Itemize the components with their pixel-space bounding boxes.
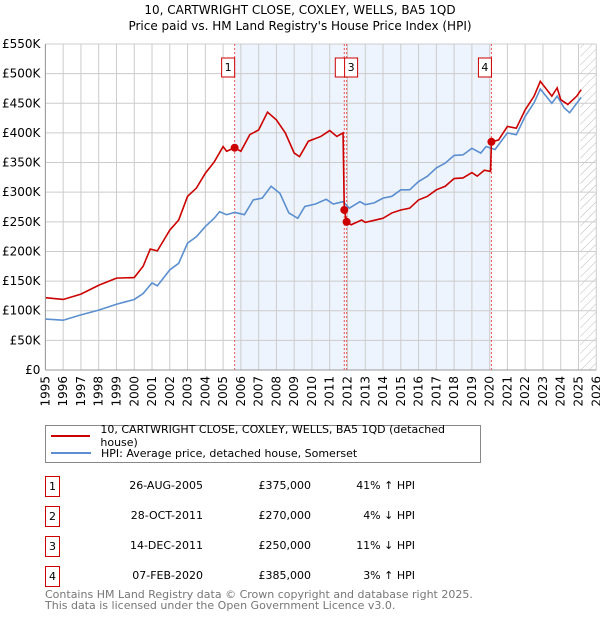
sale-label-number: 4 bbox=[481, 61, 488, 74]
sale-row: 2 28-OCT-2011 £270,000 4% ↓ HPI bbox=[45, 506, 415, 527]
x-tick-label: 1998 bbox=[92, 376, 106, 407]
x-tick-label: 2017 bbox=[429, 376, 443, 407]
forecast-hatch bbox=[580, 44, 597, 370]
sale-row: 3 14-DEC-2011 £250,000 11% ↓ HPI bbox=[45, 536, 415, 557]
legend-item-property: 10, CARTWRIGHT CLOSE, COXLEY, WELLS, BA5… bbox=[51, 423, 480, 449]
sale-period-shading bbox=[234, 44, 492, 370]
x-tick-label: 2016 bbox=[412, 376, 426, 407]
sale-date: 28-OCT-2011 bbox=[130, 509, 203, 522]
x-tick-label: 2011 bbox=[323, 376, 337, 407]
legend-swatch-red bbox=[51, 435, 91, 437]
y-tick-label: £150K bbox=[2, 274, 42, 288]
sale-date: 07-FEB-2020 bbox=[132, 569, 203, 582]
x-tick-label: 2009 bbox=[287, 376, 301, 407]
footer: Contains HM Land Registry data © Crown c… bbox=[45, 589, 473, 611]
y-tick-label: £50K bbox=[10, 333, 42, 347]
sale-label-box bbox=[344, 57, 359, 78]
sale-hpi-diff: 4% ↓ HPI bbox=[363, 509, 415, 522]
sale-number-badge: 2 bbox=[45, 506, 60, 527]
x-tick-label: 1999 bbox=[109, 376, 123, 407]
sale-point bbox=[487, 137, 496, 146]
x-tick-label: 2021 bbox=[500, 376, 514, 407]
x-tick-label: 2024 bbox=[554, 376, 568, 407]
x-tick-label: 2005 bbox=[216, 376, 230, 407]
sale-label-number: 3 bbox=[348, 61, 355, 74]
sale-row: 4 07-FEB-2020 £385,000 3% ↑ HPI bbox=[45, 566, 415, 587]
sale-price: £250,000 bbox=[258, 539, 312, 552]
x-tick-label: 1995 bbox=[38, 376, 52, 407]
sale-label-box bbox=[477, 57, 492, 78]
x-tick-label: 2025 bbox=[572, 376, 586, 407]
y-tick-label: £0 bbox=[25, 363, 40, 377]
x-tick-label: 2003 bbox=[181, 376, 195, 407]
x-tick-label: 2014 bbox=[376, 376, 390, 407]
footer-licence: This data is licensed under the Open Gov… bbox=[45, 599, 396, 612]
legend-label: 10, CARTWRIGHT CLOSE, COXLEY, WELLS, BA5… bbox=[100, 423, 445, 449]
legend-swatch-blue bbox=[51, 452, 91, 454]
chart: 10, CARTWRIGHT CLOSE, COXLEY, WELLS, BA5… bbox=[2, 3, 600, 407]
footer-copyright: Contains HM Land Registry data © Crown c… bbox=[45, 588, 473, 601]
sale-point bbox=[230, 143, 239, 152]
x-tick-label: 1997 bbox=[74, 376, 88, 407]
sale-date: 26-AUG-2005 bbox=[129, 479, 203, 492]
y-tick-label: £100K bbox=[2, 304, 42, 318]
x-tick-label: 2002 bbox=[163, 376, 177, 407]
sale-label-number: 1 bbox=[225, 61, 232, 74]
chart-title: 10, CARTWRIGHT CLOSE, COXLEY, WELLS, BA5… bbox=[144, 3, 455, 17]
x-tick-label: 2001 bbox=[145, 376, 159, 407]
x-tick-label: 2000 bbox=[127, 376, 141, 407]
sale-price: £270,000 bbox=[258, 509, 312, 522]
x-tick-label: 2023 bbox=[536, 376, 550, 407]
x-tick-label: 2008 bbox=[269, 376, 283, 407]
legend-item-hpi: HPI: Average price, detached house, Some… bbox=[51, 445, 357, 461]
x-tick-label: 2026 bbox=[589, 376, 600, 407]
x-tick-label: 2019 bbox=[465, 376, 479, 407]
series-line bbox=[45, 87, 582, 322]
x-tick-label: 2004 bbox=[198, 376, 212, 407]
sale-price: £375,000 bbox=[258, 479, 312, 492]
sale-label-box bbox=[221, 57, 236, 78]
y-tick-label: £250K bbox=[2, 215, 42, 229]
sale-point bbox=[340, 205, 349, 214]
sale-number-badge: 4 bbox=[45, 566, 60, 587]
legend-label: HPI: Average price, detached house, Some… bbox=[101, 446, 358, 460]
sale-date: 14-DEC-2011 bbox=[129, 539, 203, 552]
x-tick-label: 2006 bbox=[234, 376, 248, 407]
x-tick-label: 2010 bbox=[305, 376, 319, 407]
x-tick-label: 2007 bbox=[252, 376, 266, 407]
y-tick-label: £500K bbox=[2, 67, 42, 81]
legend: 10, CARTWRIGHT CLOSE, COXLEY, WELLS, BA5… bbox=[45, 423, 481, 463]
x-tick-label: 2020 bbox=[483, 376, 497, 407]
chart-subtitle: Price paid vs. HM Land Registry's House … bbox=[128, 19, 471, 33]
sale-hpi-diff: 11% ↓ HPI bbox=[356, 539, 415, 552]
sale-row: 1 26-AUG-2005 £375,000 41% ↑ HPI bbox=[45, 476, 415, 497]
y-tick-label: £300K bbox=[2, 185, 42, 199]
sale-point bbox=[342, 217, 351, 226]
x-tick-label: 2012 bbox=[340, 376, 354, 407]
y-tick-label: £550K bbox=[2, 37, 42, 51]
sale-hpi-diff: 41% ↑ HPI bbox=[356, 479, 415, 492]
sale-price: £385,000 bbox=[258, 569, 312, 582]
y-tick-label: £450K bbox=[2, 96, 42, 110]
x-tick-label: 2018 bbox=[447, 376, 461, 407]
sale-label-box bbox=[334, 57, 346, 78]
sale-number-badge: 3 bbox=[45, 536, 60, 557]
x-tick-label: 2013 bbox=[358, 376, 372, 407]
x-tick-label: 2015 bbox=[394, 376, 408, 407]
y-tick-label: £350K bbox=[2, 156, 42, 170]
x-tick-label: 1996 bbox=[56, 376, 70, 407]
sale-hpi-diff: 3% ↑ HPI bbox=[363, 569, 415, 582]
y-tick-label: £400K bbox=[2, 126, 42, 140]
y-tick-label: £200K bbox=[2, 244, 42, 258]
x-tick-label: 2022 bbox=[518, 376, 532, 407]
sale-number-badge: 1 bbox=[45, 476, 60, 497]
